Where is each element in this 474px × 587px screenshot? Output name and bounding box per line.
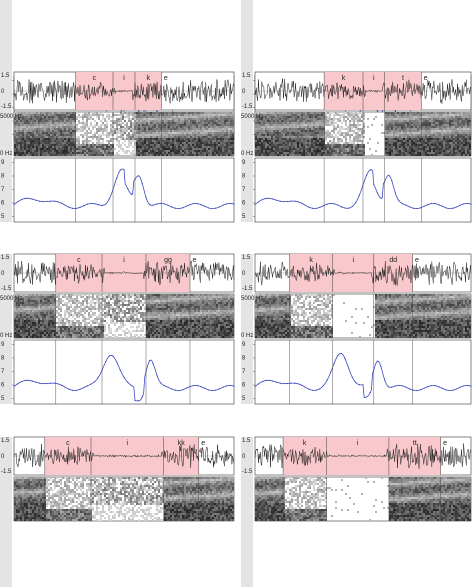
amplitude-label: -1.5 — [242, 286, 253, 292]
amplitude-label: -1.5 — [1, 104, 12, 110]
segment-label: e — [424, 75, 428, 82]
spectrogram-tier: 5000 Hz 0 Hz — [0, 294, 234, 339]
segment-label: c — [77, 257, 81, 264]
frequency-label: 0 Hz — [241, 151, 253, 157]
segment-label: k — [309, 257, 313, 264]
spectrogram-tier: 5000 Hz 0 Hz — [241, 112, 471, 157]
segment-label: k — [303, 440, 307, 447]
amplitude-label: 1.5 — [1, 438, 10, 444]
amplitude-label: 1.5 — [1, 73, 10, 79]
segment-label: c — [66, 440, 70, 447]
segment-label: e — [201, 440, 205, 447]
segment-label: e — [192, 257, 196, 264]
spectrogram-tier — [255, 477, 471, 521]
segment-label: t — [402, 75, 404, 82]
segment-label: dd — [389, 257, 397, 264]
frequency-label: 5000 Hz — [241, 114, 263, 120]
amplitude-label: -1.5 — [1, 469, 12, 475]
frequency-label: 0 Hz — [0, 333, 12, 339]
frequency-label: 5000 Hz — [0, 296, 22, 302]
spectrogram-tier: 5000 Hz 0 Hz — [0, 112, 234, 157]
amplitude-label: -1.5 — [242, 469, 253, 475]
frequency-label: 0 Hz — [0, 151, 12, 157]
segment-label: e — [164, 75, 168, 82]
amplitude-label: -1.5 — [1, 286, 12, 292]
segment-label: k — [342, 75, 346, 82]
amplitude-label: 1.5 — [1, 255, 10, 261]
spectrogram-tier — [14, 477, 234, 521]
frequency-label: 5000 Hz — [0, 114, 22, 120]
segment-label: k — [146, 75, 150, 82]
segment-label: tt — [413, 440, 417, 447]
segment-label: c — [93, 75, 97, 82]
spectrogram-tier: 5000 Hz 0 Hz — [241, 294, 471, 339]
segment-label: kk — [178, 440, 186, 447]
segment-label: e — [415, 257, 419, 264]
segment-label: gg — [164, 257, 172, 264]
amplitude-label: -1.5 — [242, 104, 253, 110]
amplitude-label: 1.5 — [242, 255, 251, 261]
segment-label: e — [443, 440, 447, 447]
amplitude-label: 1.5 — [242, 73, 251, 79]
frequency-label: 0 Hz — [241, 333, 253, 339]
amplitude-label: 1.5 — [242, 438, 251, 444]
frequency-label: 5000 Hz — [241, 296, 263, 302]
